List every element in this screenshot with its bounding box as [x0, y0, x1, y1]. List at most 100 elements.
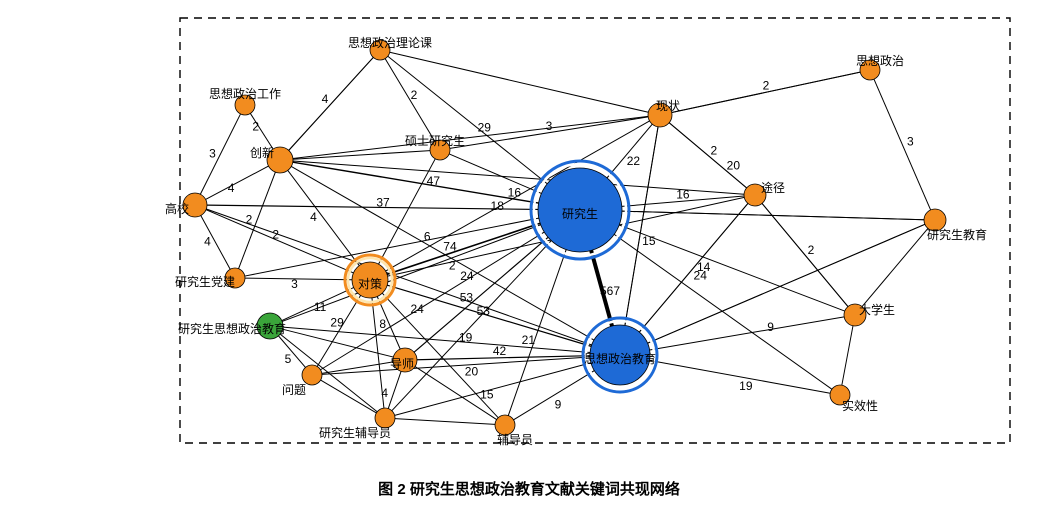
edge: [239, 172, 276, 269]
edge: [392, 241, 551, 411]
node-label: 思想政治工作: [209, 86, 281, 101]
node-label: 导师: [390, 357, 414, 371]
edge: [395, 419, 495, 425]
edge: [862, 228, 928, 306]
edge-weight-label: 6: [424, 229, 431, 243]
node-yjsfdy: [375, 408, 395, 428]
edge-weight-label: 3: [907, 135, 914, 149]
edge-weight-label: 20: [727, 159, 741, 173]
edge-weight-label: 47: [427, 174, 441, 188]
edge-weight-label: 4: [310, 210, 317, 224]
edge: [283, 327, 590, 352]
node-fdy: [495, 415, 515, 435]
edge: [321, 380, 377, 413]
figure-caption: 图 2 研究生思想政治教育文献关键词共现网络: [0, 478, 1058, 499]
edge: [206, 166, 269, 199]
node-label: 思想政治教育: [584, 351, 656, 366]
node-label: 问题: [282, 383, 306, 397]
node-label: 研究生党建: [175, 274, 235, 289]
edge: [762, 203, 848, 306]
edge-weight-label: 18: [491, 199, 505, 213]
nodes-layer: [183, 40, 946, 435]
node-circle: [302, 365, 322, 385]
edge: [289, 57, 374, 150]
edge-weight-label: 15: [642, 234, 656, 248]
edge: [388, 56, 547, 184]
node-wt: [302, 365, 322, 385]
edge: [650, 317, 845, 350]
edge-weight-label: 2: [252, 119, 259, 133]
edge-weight-label: 4: [381, 386, 388, 400]
edge-weight-label: 9: [767, 320, 774, 334]
edge-weight-label: 24: [411, 302, 425, 316]
edge-weight-label: 3: [209, 146, 216, 160]
edge-weight-label: 21: [522, 333, 536, 347]
edge-weight-label: 5: [285, 352, 292, 366]
network-svg: 5677447162922316375324622119534291519914…: [0, 0, 1058, 505]
node-circle: [495, 415, 515, 435]
node-label: 思想政治理论课: [348, 35, 432, 50]
edge-weight-label: 22: [627, 154, 641, 168]
edge: [842, 326, 853, 385]
node-label: 思想政治: [856, 53, 904, 68]
edge-weight-label: 19: [459, 330, 473, 344]
node-label: 现状: [656, 99, 680, 113]
edge: [206, 210, 353, 273]
edge: [622, 211, 924, 220]
edge: [390, 52, 649, 112]
node-label: 对策: [358, 277, 382, 291]
edge-weight-label: 2: [272, 227, 279, 241]
edge-weight-label: 567: [600, 284, 620, 298]
edge-weight-label: 53: [460, 291, 474, 305]
edge-weight-label: 15: [480, 387, 494, 401]
node-label: 辅导员: [497, 433, 533, 447]
edge-weight-label: 2: [711, 143, 718, 157]
edge-weight-label: 2: [808, 243, 815, 257]
node-label: 实效性: [842, 398, 878, 413]
network-diagram: 5677447162922316375324622119534291519914…: [0, 0, 1058, 505]
edge-weight-label: 9: [555, 397, 562, 411]
node-label: 研究生辅导员: [319, 425, 391, 440]
edge-weight-label: 42: [493, 344, 507, 358]
edge-weight-label: 24: [694, 268, 708, 282]
edge: [200, 114, 240, 194]
edge-weight-label: 2: [246, 213, 253, 227]
node-label: 高校: [165, 201, 189, 216]
node-label: 研究生: [562, 206, 598, 221]
edge-weight-label: 19: [739, 379, 753, 393]
node-label: 研究生思想政治教育: [178, 321, 286, 336]
node-circle: [375, 408, 395, 428]
edge-weight-label: 74: [443, 240, 457, 254]
node-label: 途径: [761, 180, 785, 195]
edge-weight-label: 11: [314, 300, 327, 314]
node-label: 研究生教育: [927, 227, 987, 242]
edge-weight-label: 3: [291, 277, 298, 291]
edge: [293, 162, 539, 203]
edge-weight-label: 2: [449, 259, 456, 273]
edge-weight-label: 4: [228, 181, 235, 195]
edge: [207, 205, 538, 209]
edge-weight-label: 2: [411, 88, 418, 102]
edge: [874, 79, 931, 210]
edge-weight-label: 20: [465, 364, 479, 378]
edge-weight-label: 2: [763, 78, 770, 92]
edge: [514, 371, 595, 420]
edge-weight-label: 24: [460, 269, 474, 283]
node-label: 大学生: [859, 302, 895, 317]
edge-weight-label: 4: [322, 92, 329, 106]
edge: [245, 278, 352, 280]
edge-weight-label: 16: [676, 187, 690, 201]
edge: [280, 334, 377, 412]
edge-weight-label: 16: [508, 186, 522, 200]
edge: [648, 224, 925, 343]
edge: [293, 151, 430, 160]
edge-weight-label: 3: [546, 119, 553, 133]
edge-weight-label: 53: [477, 304, 491, 318]
edge-weight-label: 29: [478, 120, 492, 134]
edge-weight-label: 8: [379, 317, 386, 331]
node-label: 创新: [250, 145, 274, 160]
edge: [669, 123, 746, 188]
edge-weight-label: 29: [330, 316, 344, 330]
edge-weight-label: 37: [376, 196, 390, 210]
node-label: 硕士研究生: [405, 133, 465, 148]
